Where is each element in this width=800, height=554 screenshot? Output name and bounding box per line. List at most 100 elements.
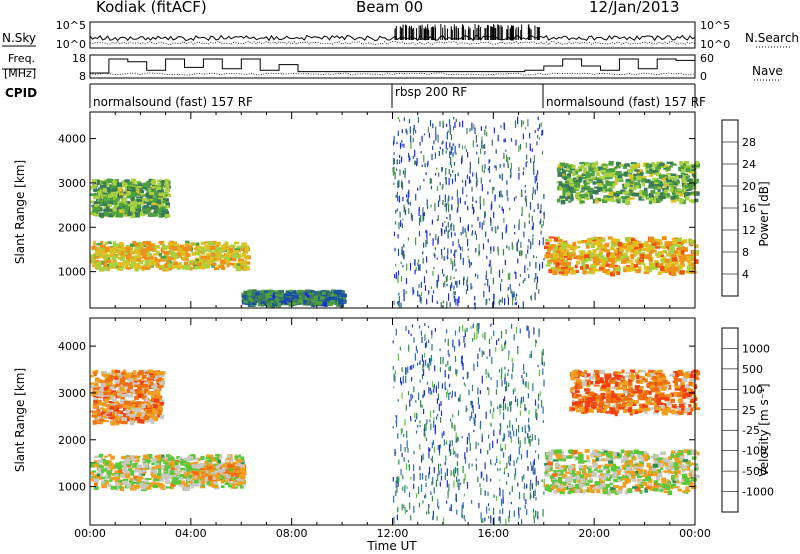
heatmap-cell [452,125,455,131]
heatmap-cell [124,375,129,380]
heatmap-cell [208,454,214,460]
heatmap-cell [654,164,661,168]
heatmap-cell [395,221,397,225]
heatmap-cell [397,248,400,257]
nsearch-tick-bottom: 10^0 [700,38,730,51]
heatmap-cell [613,267,617,271]
heatmap-cell [427,127,429,133]
heatmap-cell [536,185,538,191]
heatmap-cell [403,117,405,121]
heatmap-cell [533,154,535,163]
heatmap-cell [610,246,615,251]
heatmap-cell [654,181,659,185]
heatmap-cell [100,201,106,206]
heatmap-cell [190,473,194,477]
heatmap-cell [173,476,179,482]
heatmap-cell [147,390,152,395]
heatmap-cell [440,301,442,308]
heatmap-cell [518,145,520,152]
heatmap-cell [187,476,193,481]
heatmap-cell [621,259,627,264]
heatmap-cell [146,459,151,464]
heatmap-cell [497,248,499,256]
heatmap-cell [135,461,139,464]
heatmap-cell [622,185,628,190]
heatmap-cell [115,196,120,199]
heatmap-cell [455,280,457,285]
heatmap-cell [133,258,138,263]
heatmap-cell [320,298,325,301]
heatmap-cell [180,480,185,485]
heatmap-cell [521,213,523,216]
heatmap-cell [273,300,277,303]
heatmap-cell [112,398,117,402]
heatmap-cell [620,196,626,199]
heatmap-cell [514,232,516,235]
heatmap-cell [286,291,293,296]
heatmap-cell [557,167,561,173]
heatmap-cell [513,291,515,298]
heatmap-cell [624,257,630,261]
heatmap-cell [621,255,627,258]
heatmap-cell [590,243,596,248]
heatmap-cell [148,178,153,182]
heatmap-cell [659,263,664,268]
heatmap-cell [445,168,447,176]
heatmap-cell [176,470,181,475]
heatmap-cell [553,267,560,272]
heatmap-cell [625,249,630,253]
heatmap-cell [100,383,106,387]
heatmap-cell [134,395,139,400]
heatmap-cell [113,254,117,257]
heatmap-cell [613,192,618,197]
heatmap-cell [657,240,662,243]
heatmap-cell [243,290,249,294]
heatmap-cell [91,477,96,482]
heatmap-cell [292,294,298,299]
heatmap-cell [171,474,175,477]
heatmap-cell [149,248,156,251]
heatmap-cell [648,184,653,188]
heatmap-cell [532,187,534,194]
heatmap-cell [150,385,156,388]
heatmap-cell [192,457,199,461]
heatmap-cell [642,251,646,255]
heatmap-cell [191,252,196,256]
heatmap-cell [112,181,117,186]
heatmap-cell [138,250,142,255]
heatmap-cell [575,183,580,188]
heatmap-cell [527,249,529,254]
heatmap-cell [104,255,108,258]
heatmap-cell [93,397,99,401]
heatmap-cell [624,197,631,201]
heatmap-cell [143,381,149,384]
heatmap-cell [318,295,324,300]
heatmap-cell [534,130,536,134]
heatmap-cell [471,224,473,228]
heatmap-cell [518,283,521,287]
heatmap-cell [151,257,156,262]
heatmap-cell [399,154,401,158]
heatmap-cell [185,464,191,470]
heatmap-cell [467,248,469,251]
heatmap-cell [90,472,95,475]
heatmap-cell [614,252,618,256]
heatmap-cell [165,205,170,209]
heatmap-cell [395,194,397,198]
heatmap-cell [129,243,135,247]
heatmap-cell [642,191,648,196]
heatmap-cell [513,224,516,229]
heatmap-cell [457,201,459,208]
heatmap-cell [169,256,174,260]
heatmap-cell [652,170,659,174]
heatmap-cell [396,191,398,199]
heatmap-cell [568,178,573,183]
heatmap-cell [599,267,605,270]
heatmap-cell [165,480,171,484]
heatmap-cell [414,160,416,166]
heatmap-cell [567,164,574,168]
heatmap-cell [487,191,489,195]
heatmap-cell [144,261,149,265]
heatmap-cell [152,457,158,462]
heatmap-cell [227,454,232,459]
